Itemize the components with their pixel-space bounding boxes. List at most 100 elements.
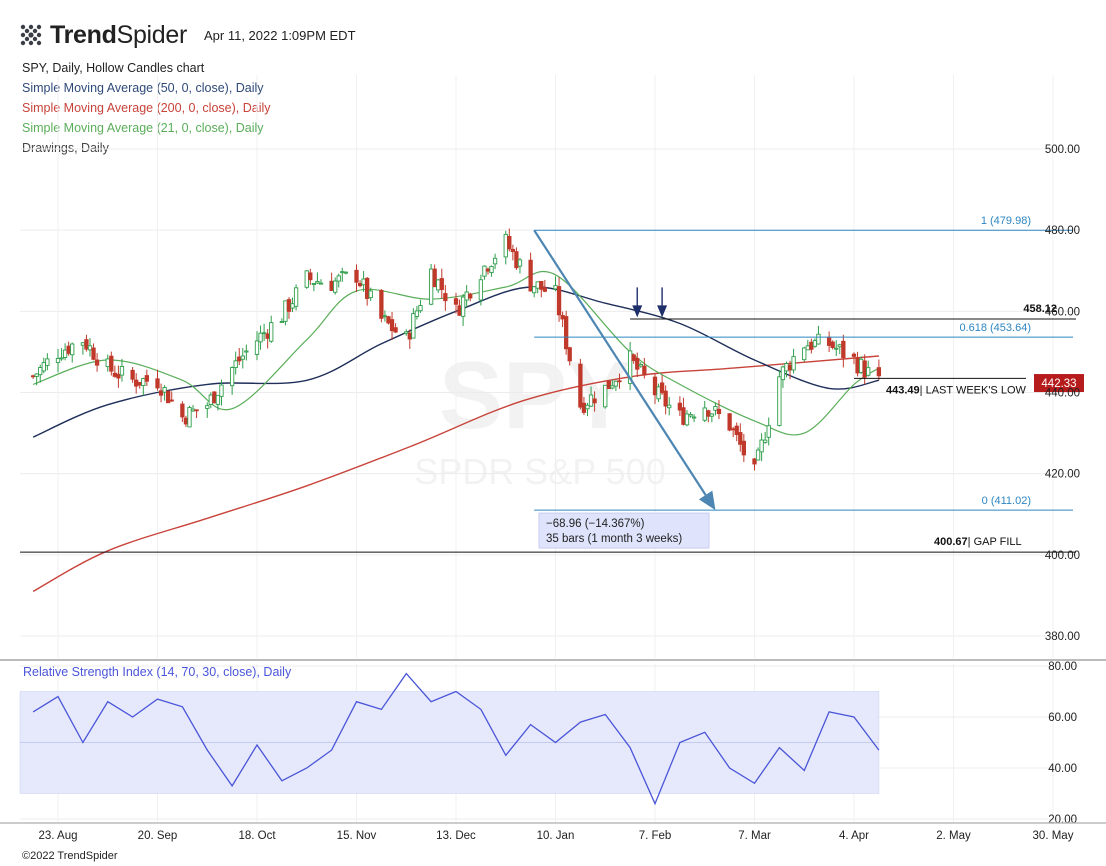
candle-body (94, 359, 100, 366)
price-tick-label: 420.00 (1045, 469, 1080, 481)
rsi-tick-label: 60.00 (1048, 712, 1077, 724)
candle-body (791, 356, 796, 371)
candle-body (638, 363, 643, 367)
level-value-label: 400.67 (934, 536, 968, 548)
time-tick-label: 2. May (936, 830, 971, 842)
candle-body (659, 382, 665, 394)
candle-body (507, 235, 512, 250)
price-tick-label: 380.00 (1045, 631, 1080, 643)
indicator-label-sma50[interactable]: Simple Moving Average (50, 0, close), Da… (22, 81, 264, 95)
fib-level-label: 0.618 (453.64) (959, 322, 1031, 334)
candle-body (826, 336, 832, 346)
candle-body (55, 358, 61, 363)
time-tick-label: 15. Nov (337, 830, 377, 842)
candle-body (411, 313, 416, 339)
candle-body (180, 403, 185, 418)
candle-body (763, 439, 768, 443)
candle-body (866, 367, 871, 376)
candle-body (428, 268, 434, 305)
candle-body (482, 265, 487, 277)
indicator-label-sma200[interactable]: Simple Moving Average (200, 0, close), D… (22, 101, 271, 115)
candle-body (567, 347, 572, 362)
candle-body (578, 363, 583, 408)
rsi-series-line (32, 672, 880, 806)
candle-body (556, 286, 562, 316)
candle-body (162, 387, 167, 393)
candle-body (460, 296, 466, 317)
candle-body (809, 341, 814, 350)
candle-body (144, 375, 149, 382)
candle-body (293, 287, 299, 307)
time-tick-label: 13. Dec (436, 830, 476, 842)
candle-body (610, 385, 615, 389)
candle-body (453, 298, 459, 305)
candle-body (279, 321, 285, 323)
drawings: 1 (479.98) 0.618 (453.64) 0 (411.02) 458.12… (20, 215, 1084, 553)
price-tick-label: 400.00 (1045, 550, 1080, 562)
candle-body (379, 289, 384, 319)
candle-body (208, 394, 213, 405)
candle-body (532, 286, 537, 294)
candle-body (592, 398, 597, 404)
candle-body (30, 375, 36, 378)
candle-body (87, 345, 93, 351)
candle-body (617, 380, 622, 383)
candle-body (237, 356, 242, 362)
candle-body (858, 358, 864, 373)
candle-body (141, 378, 146, 386)
candle-body (564, 316, 569, 350)
level-label: 443.49| LAST WEEK'S LOW (886, 384, 1026, 396)
rsi-line (32, 672, 880, 806)
candle-body (588, 394, 594, 407)
candle-body (418, 305, 423, 312)
candle-body (542, 287, 547, 292)
candle-body (553, 285, 558, 290)
candle-body (166, 390, 171, 404)
candle-body (45, 358, 50, 366)
candle-body (389, 319, 395, 332)
candle-body (229, 367, 235, 387)
watermark-name: SPDR S&P 500 (414, 451, 665, 492)
level-label: 400.67| GAP FILL (934, 536, 1022, 548)
indicator-label-chart[interactable]: SPY, Daily, Hollow Candles chart (22, 61, 205, 75)
watermark-symbol: SPY (439, 342, 631, 449)
last-price-label: 442.33 (1041, 378, 1076, 390)
indicator-label-drawings[interactable]: Drawings, Daily (22, 141, 109, 155)
time-tick-label: 7. Mar (738, 830, 771, 842)
candle-body (706, 410, 711, 417)
candle-body (357, 282, 363, 287)
candle-body (336, 275, 341, 282)
candle-body (539, 280, 544, 290)
candle-body (70, 343, 75, 356)
time-tick-label: 23. Aug (38, 830, 77, 842)
candle-body (667, 404, 672, 409)
candle-body (343, 271, 348, 274)
indicator-label-sma21[interactable]: Simple Moving Average (21, 0, close), Da… (22, 121, 264, 135)
sma-21-line (32, 270, 880, 436)
candle-body (183, 417, 189, 425)
candle-body (766, 425, 771, 438)
price-tick-label: 480.00 (1045, 225, 1080, 237)
measure-arrow-head (698, 490, 716, 511)
candle-body (514, 251, 519, 269)
candle-body (368, 290, 373, 299)
candle-body (510, 248, 516, 253)
candle-body (681, 407, 686, 425)
candle-body (205, 405, 210, 409)
rsi-title[interactable]: Relative Strength Index (14, 70, 30, clo… (23, 665, 292, 679)
candle-body (830, 341, 835, 348)
candle-body (517, 259, 523, 267)
candle-body (837, 344, 842, 348)
candle-body (137, 381, 142, 386)
candle-body (66, 345, 71, 354)
candle-body (254, 340, 260, 355)
candle-body (190, 408, 196, 412)
candle-body (489, 265, 494, 273)
candle-body (468, 293, 473, 299)
candle-body (62, 349, 68, 358)
candle-body (318, 282, 324, 285)
candle-body (677, 402, 683, 411)
candle-body (560, 315, 565, 320)
candle-body (333, 280, 338, 293)
